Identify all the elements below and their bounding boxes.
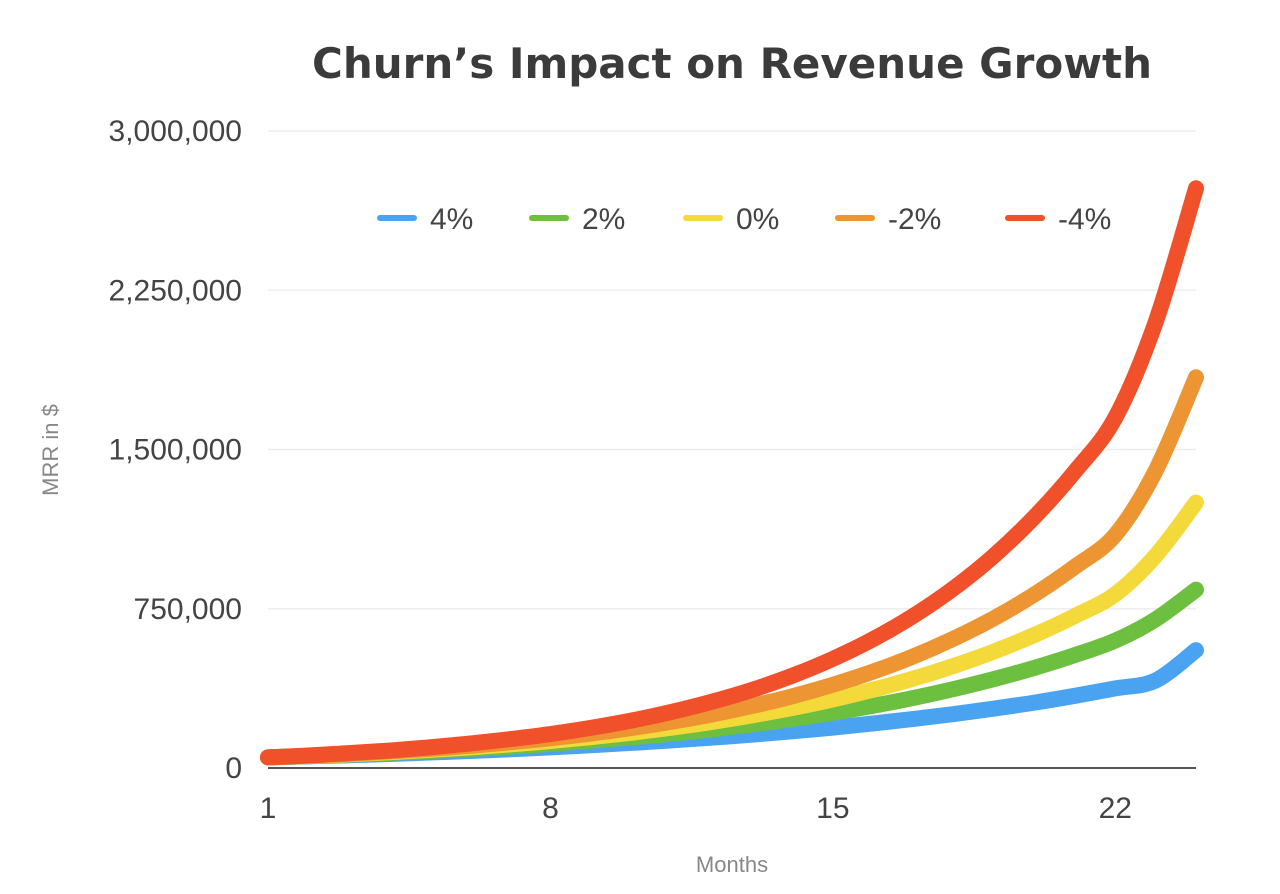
series-line-2pct — [260, 581, 1204, 766]
legend-item: 2% — [529, 203, 625, 236]
legend-label: 2% — [582, 203, 625, 236]
y-tick-label: 0 — [225, 752, 242, 785]
y-tick-label: 1,500,000 — [109, 434, 242, 467]
x-axis-ticks: 1 8 15 22 — [260, 792, 1132, 825]
chart-title: Churn’s Impact on Revenue Growth — [312, 39, 1152, 88]
legend-label: 0% — [736, 203, 779, 236]
y-tick-label: 2,250,000 — [109, 274, 242, 307]
legend-label: -2% — [888, 203, 941, 236]
x-tick-label: 22 — [1099, 792, 1132, 825]
x-tick-label: 8 — [542, 792, 559, 825]
series-line-neg4pct — [260, 180, 1204, 766]
y-tick-label: 3,000,000 — [109, 115, 242, 148]
x-axis-title: Months — [696, 852, 768, 877]
x-tick-label: 1 — [260, 792, 277, 825]
legend-item: 4% — [377, 203, 473, 236]
legend-label: -4% — [1058, 203, 1111, 236]
legend-label: 4% — [430, 203, 473, 236]
gridlines — [268, 130, 1196, 769]
legend-item: 0% — [683, 203, 779, 236]
x-tick-label: 15 — [816, 792, 849, 825]
legend-item: -2% — [835, 203, 941, 236]
series-line-0pct — [260, 494, 1204, 766]
series-lines — [260, 180, 1204, 766]
y-axis-title: MRR in $ — [38, 404, 63, 496]
legend-item: -4% — [1005, 203, 1111, 236]
legend: 4% 2% 0% -2% -4% — [377, 203, 1111, 236]
y-tick-label: 750,000 — [134, 593, 242, 626]
y-axis-ticks: 0 750,000 1,500,000 2,250,000 3,000,000 — [109, 115, 242, 785]
